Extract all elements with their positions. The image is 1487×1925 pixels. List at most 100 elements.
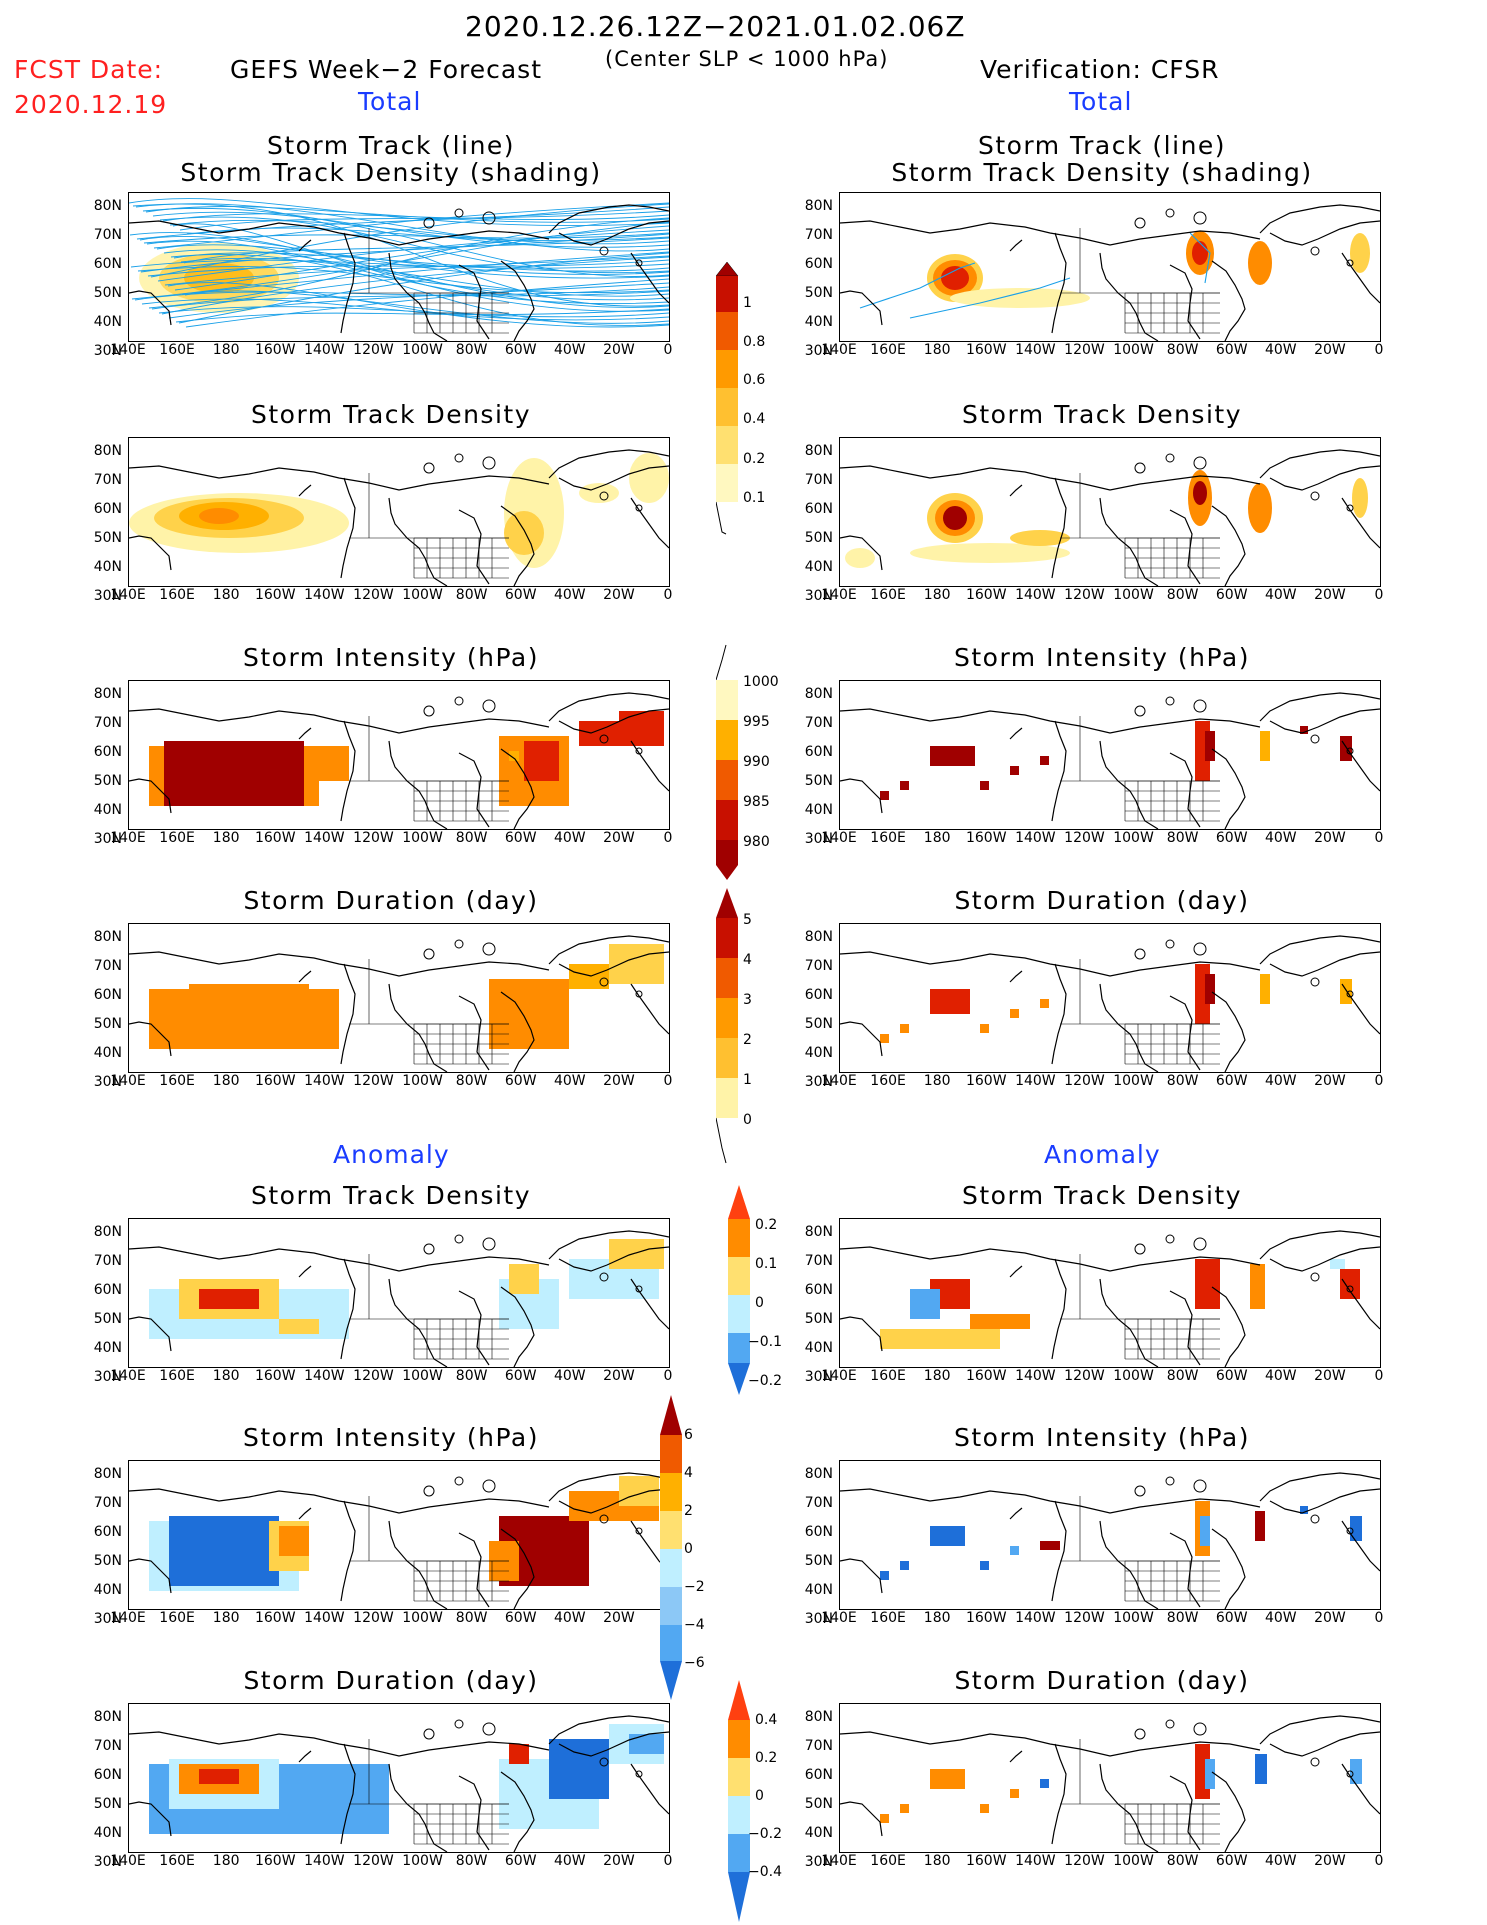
lat-label: 40N <box>93 1582 122 1598</box>
lon-label: 180 <box>212 830 240 846</box>
lon-label: 40W <box>1264 342 1297 358</box>
cb6-label-1: 0.2 <box>755 1750 778 1766</box>
lat-label: 70N <box>804 1495 833 1511</box>
cb4-label-2: 0 <box>755 1295 764 1311</box>
lat-label: 40N <box>804 802 833 818</box>
lon-label: 80W <box>455 1073 488 1089</box>
lat-label: 70N <box>804 227 833 243</box>
lon-label: 100W <box>402 1368 443 1384</box>
cb3-label-4: 1 <box>743 1072 752 1088</box>
title-l4: Storm Duration (day) <box>243 886 539 915</box>
lat-label: 40N <box>93 1045 122 1061</box>
colorbar-intensity-total <box>716 640 756 885</box>
lat-label: 30N <box>804 1854 833 1870</box>
lon-label: 140W <box>1015 1073 1056 1089</box>
lon-label: 140W <box>1015 342 1056 358</box>
lat-label: 70N <box>93 1253 122 1269</box>
lat-label: 40N <box>93 1825 122 1841</box>
lon-label: 60W <box>1215 1610 1248 1626</box>
lat-label: 70N <box>93 227 122 243</box>
lon-label: 160E <box>870 1073 906 1089</box>
lat-label: 30N <box>804 343 833 359</box>
title-r1a: Storm Track (line) <box>977 131 1227 160</box>
colorbar-density-total <box>716 262 776 542</box>
lat-label: 60N <box>804 1282 833 1298</box>
cb1-label-1: 0.8 <box>743 334 766 350</box>
lon-label: 40W <box>553 1610 586 1626</box>
cb6-label-3: −0.2 <box>748 1826 782 1842</box>
lon-label: 160W <box>254 1610 296 1626</box>
lat-label: 60N <box>93 256 122 272</box>
lon-label: 120W <box>353 342 394 358</box>
lon-label: 0 <box>1374 830 1384 846</box>
cb6-label-2: 0 <box>755 1788 764 1804</box>
lat-label: 60N <box>93 1282 122 1298</box>
lat-label: 80N <box>804 1709 833 1725</box>
lat-label: 60N <box>804 744 833 760</box>
lon-label: 120W <box>1064 1853 1105 1869</box>
lon-label: 60W <box>504 1073 537 1089</box>
lat-label: 80N <box>93 443 122 459</box>
lon-label: 140E <box>821 1073 857 1089</box>
cb5-label-2: 2 <box>684 1503 693 1519</box>
lon-label: 60W <box>1215 1368 1248 1384</box>
lon-label: 140E <box>110 1368 146 1384</box>
lat-label: 60N <box>93 1767 122 1783</box>
lon-label: 120W <box>1064 1368 1105 1384</box>
colorbar-intensity-anom <box>660 1395 690 1700</box>
lon-label: 0 <box>663 1853 673 1869</box>
lat-label: 30N <box>804 588 833 604</box>
lat-label: 70N <box>804 472 833 488</box>
title-r6: Storm Intensity (hPa) <box>954 1423 1250 1452</box>
cb3-label-3: 2 <box>743 1032 752 1048</box>
lon-label: 160E <box>870 587 906 603</box>
lat-label: 70N <box>93 715 122 731</box>
lon-label: 120W <box>1064 1073 1105 1089</box>
lat-label: 80N <box>93 198 122 214</box>
lon-label: 20W <box>1314 1853 1346 1869</box>
cb5-label-1: 4 <box>684 1465 693 1481</box>
lon-label: 140W <box>304 342 345 358</box>
lat-label: 40N <box>804 314 833 330</box>
title-r1b: Storm Track Density (shading) <box>891 158 1313 187</box>
lon-label: 20W <box>603 1853 635 1869</box>
lon-label: 80W <box>455 342 488 358</box>
lat-label: 30N <box>93 343 122 359</box>
lon-label: 120W <box>1064 830 1105 846</box>
lat-label: 80N <box>804 929 833 945</box>
forecast-track-total-map <box>128 192 670 342</box>
lat-label: 50N <box>804 1796 833 1812</box>
title-l7: Storm Duration (day) <box>243 1666 539 1695</box>
lat-label: 70N <box>93 1495 122 1511</box>
lon-label: 100W <box>1113 1610 1154 1626</box>
lat-label: 80N <box>93 686 122 702</box>
forecast-intensity-anom-map <box>128 1460 670 1610</box>
lon-label: 60W <box>504 342 537 358</box>
lat-label: 80N <box>93 1466 122 1482</box>
lat-label: 60N <box>93 501 122 517</box>
lon-label: 20W <box>603 587 635 603</box>
forecast-duration-total-map <box>128 923 670 1073</box>
lat-label: 50N <box>804 773 833 789</box>
lon-label: 80W <box>455 830 488 846</box>
lon-label: 160W <box>254 587 296 603</box>
lon-label: 0 <box>663 1368 673 1384</box>
lon-label: 140E <box>110 587 146 603</box>
verification-duration-anom-map <box>839 1703 1381 1853</box>
lon-label: 160W <box>965 1853 1007 1869</box>
lon-label: 160W <box>965 830 1007 846</box>
cb5-label-6: −6 <box>684 1655 705 1671</box>
cb5-label-3: 0 <box>684 1541 693 1557</box>
lon-label: 160E <box>159 1610 195 1626</box>
lat-label: 80N <box>93 1224 122 1240</box>
cb6-label-4: −0.4 <box>748 1864 782 1880</box>
lon-label: 160W <box>254 830 296 846</box>
lon-label: 160E <box>159 1073 195 1089</box>
lon-label: 20W <box>1314 830 1346 846</box>
cb3-label-0: 5 <box>743 912 752 928</box>
lat-label: 80N <box>93 1709 122 1725</box>
lon-label: 140E <box>110 830 146 846</box>
cb2-label-3: 985 <box>743 794 770 810</box>
lon-label: 80W <box>1166 1610 1199 1626</box>
lat-label: 50N <box>93 530 122 546</box>
